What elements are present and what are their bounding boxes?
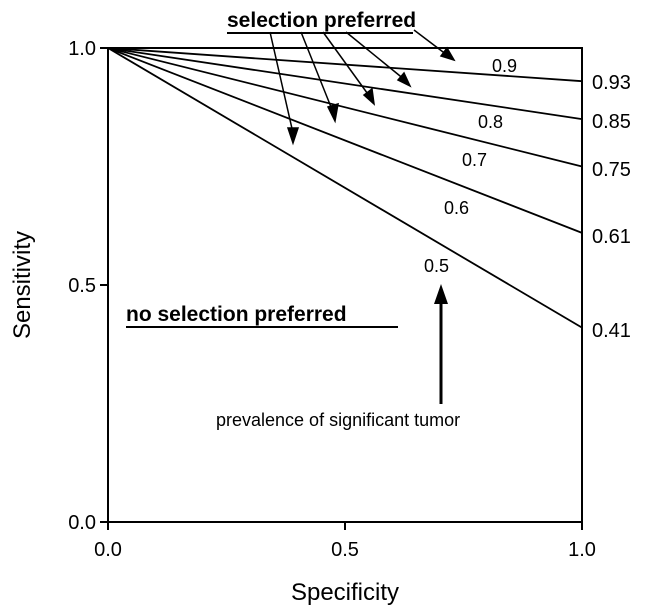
series-line-0.6	[107, 47, 583, 234]
series-line-0.9	[107, 47, 583, 83]
selection-arrows	[269, 29, 456, 146]
arrow-line-to-0.6	[300, 31, 334, 113]
y-tick-label-1: 0.5	[68, 275, 96, 297]
selection-preferred-note: selection preferred	[227, 9, 416, 32]
arrow-line-to-0.7	[322, 31, 371, 98]
chart-lines	[107, 47, 583, 329]
arrow-line-to-0.8	[345, 31, 406, 81]
end-label-0.61: 0.61	[592, 226, 631, 248]
end-label-0.75: 0.75	[592, 159, 631, 181]
y-tick-label-0: 0.0	[68, 512, 96, 534]
y-tick-label-2: 1.0	[68, 38, 96, 60]
x-tick-label-2: 1.0	[568, 539, 596, 561]
arrow-line-to-0.5	[269, 31, 294, 134]
arrow-head-to-0.9	[439, 46, 456, 62]
prevalence-label-0.7: 0.7	[462, 150, 487, 170]
prevalence-label-0.9: 0.9	[492, 56, 517, 76]
prevalence-caption: prevalence of significant tumor	[216, 410, 460, 430]
arrow-head-to-0.6	[326, 102, 339, 124]
series-line-0.8	[107, 47, 583, 120]
x-axis-label: Specificity	[291, 579, 399, 606]
end-label-0.41: 0.41	[592, 320, 631, 342]
prevalence-label-0.5: 0.5	[424, 256, 449, 276]
y-axis-label: Sensitivity	[9, 231, 36, 339]
prevalence-arrow-head	[434, 284, 448, 304]
x-tick-label-1: 0.5	[331, 539, 359, 561]
x-tick-label-0: 0.0	[94, 539, 122, 561]
end-label-0.93: 0.93	[592, 72, 631, 94]
series-line-0.5	[107, 47, 583, 329]
arrow-head-to-0.7	[362, 87, 376, 106]
prevalence-label-0.6: 0.6	[444, 198, 469, 218]
prevalence-label-0.8: 0.8	[478, 112, 503, 132]
arrow-head-to-0.8	[396, 71, 412, 88]
end-label-0.85: 0.85	[592, 111, 631, 133]
no-selection-preferred-note: no selection preferred	[126, 303, 347, 326]
arrow-line-to-0.9	[413, 29, 448, 56]
series-line-0.7	[107, 47, 583, 168]
arrow-head-to-0.5	[286, 127, 300, 146]
